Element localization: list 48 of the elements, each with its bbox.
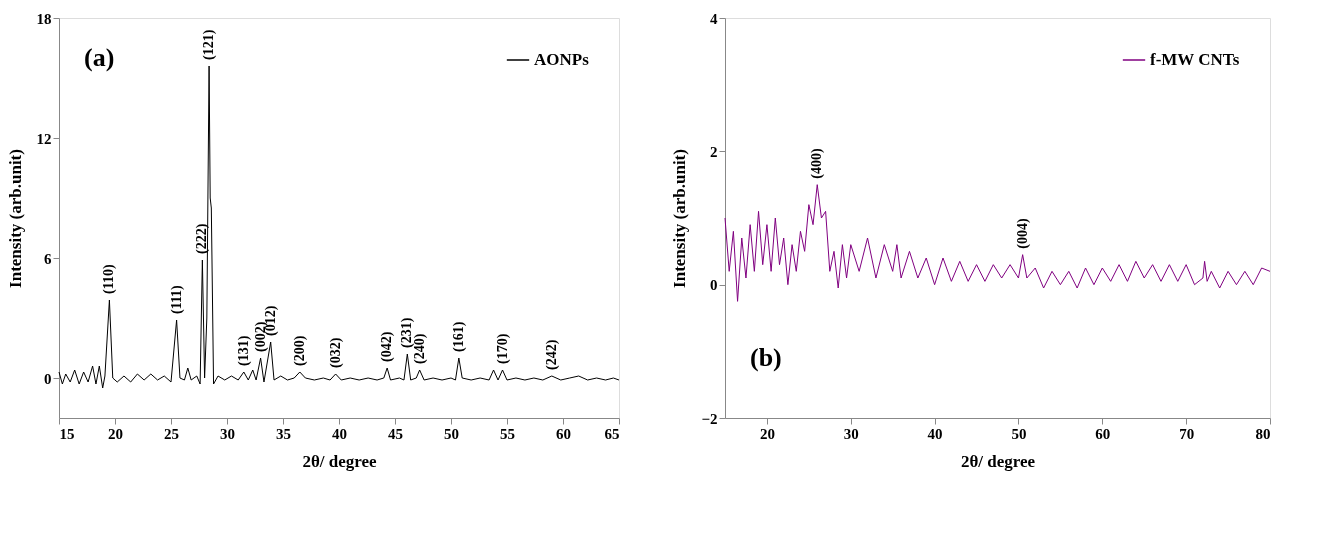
y-axis-title: Intensity (arb.unit) [5, 149, 25, 288]
x-tick-label: 60 [1095, 425, 1111, 442]
x-tick-label: 40 [332, 425, 347, 442]
y-tick-label: 12 [36, 130, 52, 147]
x-tick-label: 40 [927, 425, 943, 442]
y-tick-label: 4 [710, 10, 718, 27]
annotation: (222) [194, 223, 211, 254]
x-tick-label: 50 [444, 425, 459, 442]
y-tick-label: 18 [36, 10, 52, 27]
annotation: (004) [1014, 218, 1031, 249]
x-tick-label: 50 [1011, 425, 1027, 442]
x-tick-label: 55 [500, 425, 515, 442]
annotation: (032) [327, 337, 344, 368]
x-tick-label: 15 [59, 425, 75, 442]
x-tick-label: 20 [108, 425, 123, 442]
x-axis-title: 2θ/ degree [302, 451, 378, 471]
x-tick-label: 65 [604, 425, 620, 442]
x-tick-label: 60 [556, 425, 571, 442]
annotation: (121) [201, 29, 218, 60]
annotation: (111) [168, 284, 185, 314]
line-series [724, 184, 1271, 302]
annotation: (400) [809, 148, 826, 179]
legend-label: f-MW CNTs [1150, 50, 1240, 69]
y-tick-label: 0 [44, 370, 52, 387]
y-tick-label: −2 [701, 410, 718, 427]
annotation: (a) [84, 43, 115, 72]
x-tick-label: 35 [276, 425, 291, 442]
x-tick-label: 45 [388, 425, 403, 442]
x-tick-label: 30 [843, 425, 859, 442]
x-tick-label: 30 [220, 425, 235, 442]
annotation: (042) [379, 331, 396, 362]
x-axis-title: 2θ/ degree [960, 451, 1036, 471]
annotation: (131) [235, 335, 252, 366]
annotation: (161) [450, 321, 467, 352]
annotation: (b) [750, 343, 782, 372]
annotation: (200) [291, 335, 308, 366]
annotation: (170) [494, 333, 511, 364]
annotation: (242) [543, 339, 560, 370]
x-tick-label: 20 [759, 425, 775, 442]
y-axis-title: Intensity (arb.unit) [670, 149, 690, 288]
annotation: (110) [101, 264, 118, 294]
x-tick-label: 25 [164, 425, 179, 442]
legend-label: AONPs [534, 50, 590, 69]
y-tick-label: 2 [710, 143, 718, 160]
y-tick-label: 6 [44, 250, 52, 267]
x-tick-label: 80 [1255, 425, 1271, 442]
x-tick-label: 70 [1179, 425, 1195, 442]
y-tick-label: 0 [710, 277, 718, 294]
